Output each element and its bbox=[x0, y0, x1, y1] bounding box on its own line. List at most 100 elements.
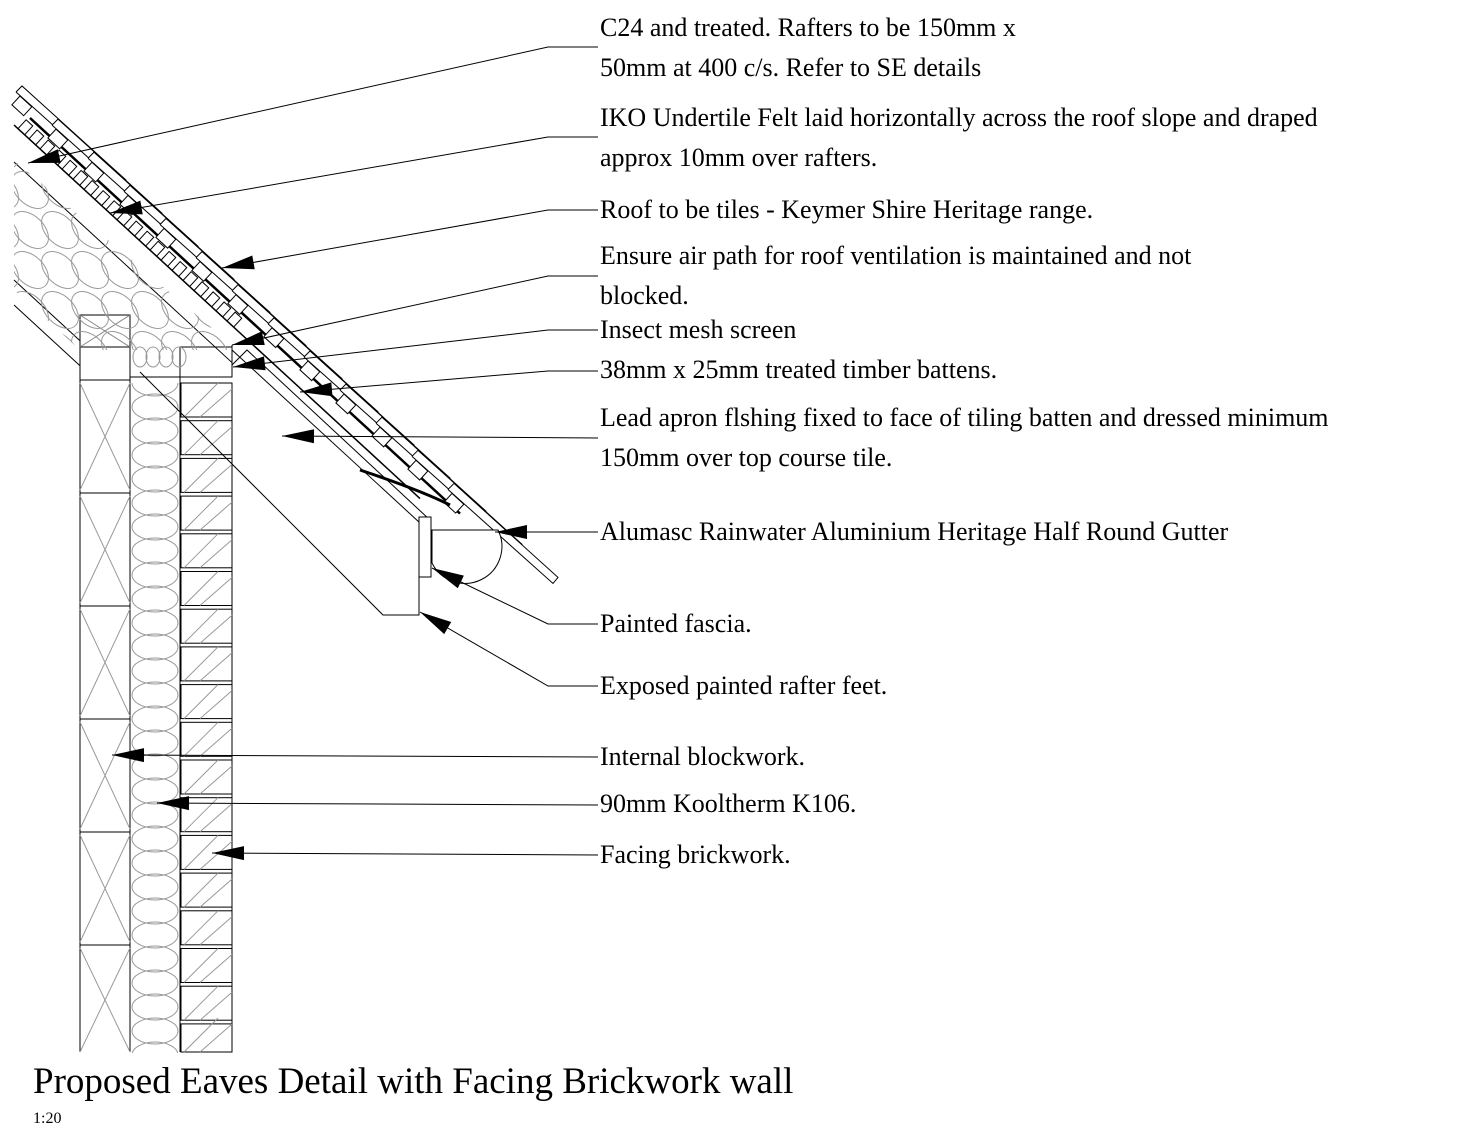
leader-line bbox=[211, 852, 599, 856]
leader-line bbox=[299, 370, 598, 393]
tile-batten bbox=[155, 227, 177, 249]
brick-hatch bbox=[183, 420, 219, 456]
insulation-bubble bbox=[131, 705, 179, 733]
counter-batten bbox=[193, 281, 210, 298]
insulation-bubble bbox=[14, 251, 49, 289]
annotation-tiles: Roof to be tiles - Keymer Shire Heritage… bbox=[600, 190, 1093, 230]
brick-hatch bbox=[183, 608, 219, 644]
counter-batten bbox=[72, 169, 89, 187]
insulation-bubble bbox=[191, 331, 229, 350]
insulation-bubble bbox=[171, 346, 187, 368]
brick bbox=[180, 533, 233, 569]
insulation-bubble bbox=[131, 489, 179, 517]
annotation-line: approx 10mm over rafters. bbox=[600, 143, 878, 172]
wall-section bbox=[79, 314, 233, 1053]
insulation-bubble bbox=[161, 331, 199, 350]
brick-hatch bbox=[183, 382, 219, 418]
counter-batten bbox=[83, 179, 100, 197]
annotation-line: Internal blockwork. bbox=[600, 742, 806, 771]
brick-hatch bbox=[199, 539, 233, 569]
lead-apron bbox=[359, 468, 451, 507]
insulation-bubble bbox=[14, 291, 19, 329]
arrowhead-icon bbox=[222, 255, 255, 270]
block-hatch bbox=[79, 495, 131, 604]
leader-line bbox=[27, 46, 598, 164]
drawing-scale: 1:20 bbox=[33, 1110, 62, 1127]
annotation-battens: 38mm x 25mm treated timber battens. bbox=[600, 350, 997, 390]
tile-batten bbox=[443, 492, 465, 514]
counter-batten bbox=[17, 119, 34, 136]
counter-batten bbox=[149, 240, 166, 257]
arrowhead-icon bbox=[282, 429, 315, 444]
top-insulation bbox=[132, 346, 187, 368]
brick-hatch bbox=[183, 458, 219, 493]
brick bbox=[180, 571, 233, 606]
insulation-bubble bbox=[131, 897, 179, 925]
tile-batten bbox=[83, 161, 105, 183]
brick bbox=[180, 759, 233, 795]
tile-batten bbox=[11, 95, 33, 117]
brick bbox=[180, 684, 233, 720]
annotation-line: blocked. bbox=[600, 281, 689, 310]
brick-hatch bbox=[199, 954, 233, 983]
brick-hatch bbox=[183, 571, 219, 606]
insulation-bubble bbox=[71, 331, 109, 350]
brick bbox=[180, 948, 233, 983]
brick-hatch bbox=[183, 835, 219, 870]
arrowhead-icon bbox=[110, 200, 143, 215]
brick-hatch bbox=[199, 652, 233, 682]
brick-hatch bbox=[183, 495, 219, 531]
brick-hatch bbox=[183, 872, 219, 908]
insulation-bubble bbox=[131, 753, 179, 781]
insulation-bubble bbox=[131, 561, 179, 589]
brick-hatch bbox=[199, 464, 233, 493]
insulation-bubble bbox=[41, 211, 79, 249]
insulation-bubble bbox=[14, 160, 49, 169]
counter-batten bbox=[182, 270, 199, 288]
insulation-bubble bbox=[131, 441, 179, 469]
insulation-bubble bbox=[131, 825, 179, 853]
fascia-board bbox=[418, 516, 432, 578]
brick-hatch bbox=[199, 614, 233, 644]
annotation-air-path: Ensure air path for roof ventilation is … bbox=[600, 236, 1191, 316]
annotation-line: 150mm over top course tile. bbox=[600, 443, 893, 472]
annotation-line: Insect mesh screen bbox=[600, 315, 797, 344]
leader-line bbox=[281, 435, 599, 439]
counter-batten bbox=[226, 311, 243, 328]
annotation-rafter-feet: Exposed painted rafter feet. bbox=[600, 666, 887, 706]
annotation-line: Lead apron flshing fixed to face of tili… bbox=[600, 403, 1329, 432]
insulation-bubble bbox=[191, 171, 229, 209]
brick bbox=[180, 382, 233, 418]
insulation-bubble bbox=[131, 513, 179, 541]
brick-hatch bbox=[199, 501, 233, 531]
counter-batten bbox=[39, 139, 56, 156]
insulation-bubble bbox=[131, 729, 179, 757]
cavity-insulation bbox=[131, 383, 179, 1053]
annotation-lead-apron: Lead apron flshing fixed to face of tili… bbox=[600, 398, 1329, 478]
insulation-bubble bbox=[41, 251, 79, 289]
brick bbox=[180, 872, 233, 908]
counter-batten bbox=[138, 230, 155, 247]
annotation-fascia: Painted fascia. bbox=[600, 604, 752, 644]
top-brick bbox=[179, 346, 233, 378]
insulation-bubble bbox=[131, 331, 169, 350]
brick bbox=[180, 608, 233, 644]
tile-batten bbox=[263, 327, 285, 349]
insulation-bubble bbox=[131, 945, 179, 973]
insulation-bubble bbox=[131, 1017, 179, 1045]
insulation-bubble bbox=[101, 251, 139, 289]
brick-hatch bbox=[199, 916, 233, 946]
brick-hatch bbox=[199, 727, 233, 757]
annotation-insect-mesh: Insect mesh screen bbox=[600, 310, 796, 350]
insect-mesh-screen bbox=[231, 349, 431, 521]
insulation-bubble bbox=[131, 801, 179, 829]
counter-batten bbox=[171, 260, 188, 278]
annotation-line: Exposed painted rafter feet. bbox=[600, 671, 888, 700]
annotation-gutter: Alumasc Rainwater Aluminium Heritage Hal… bbox=[600, 512, 1228, 552]
leader-lines bbox=[27, 46, 599, 861]
leader-line bbox=[431, 567, 598, 625]
insulation-bubble bbox=[145, 346, 161, 368]
brick-hatch bbox=[183, 646, 219, 682]
arrowhead-icon bbox=[212, 846, 245, 861]
